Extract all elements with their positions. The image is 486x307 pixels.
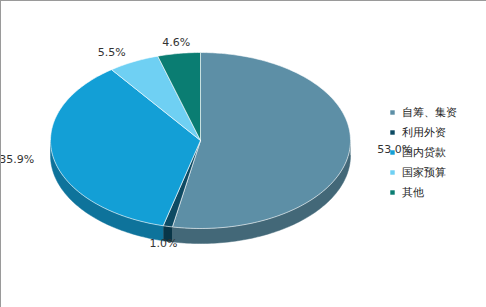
- svg-text:1.0%: 1.0%: [150, 237, 178, 250]
- svg-text:国内贷款: 国内贷款: [402, 146, 446, 159]
- svg-text:35.9%: 35.9%: [0, 153, 34, 166]
- svg-text:5.5%: 5.5%: [98, 46, 126, 59]
- svg-text:国家预算: 国家预算: [402, 166, 446, 179]
- svg-text:其他: 其他: [402, 186, 424, 199]
- svg-text:利用外资: 利用外资: [402, 126, 446, 139]
- svg-text:4.6%: 4.6%: [162, 36, 190, 49]
- svg-text:自筹、集资: 自筹、集资: [402, 106, 457, 119]
- svg-text:53.0%: 53.0%: [377, 143, 413, 157]
